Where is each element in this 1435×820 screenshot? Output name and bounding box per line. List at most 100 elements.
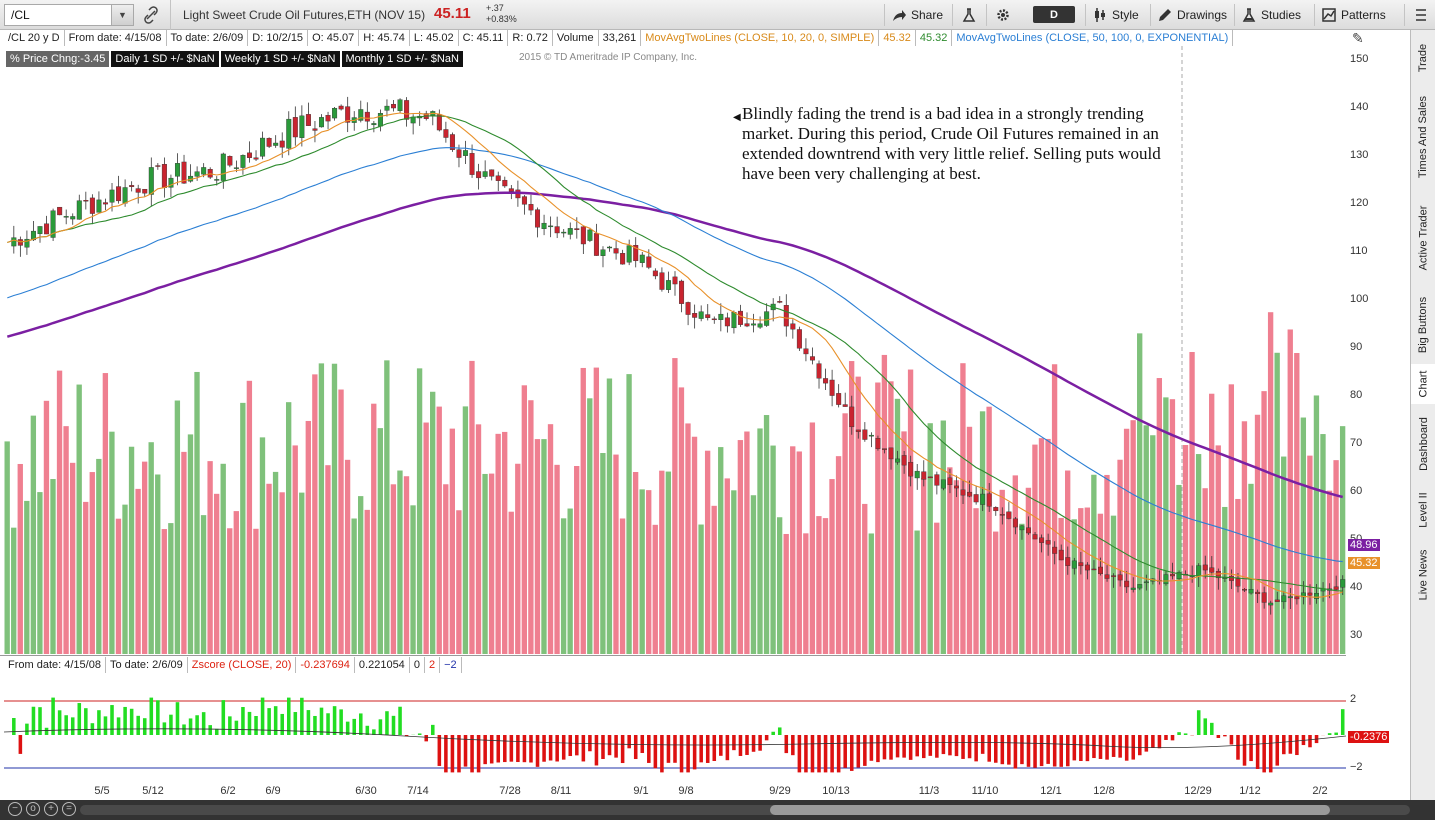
style-label: Style	[1112, 8, 1139, 22]
zscore-bar	[201, 712, 206, 735]
aggregation-label[interactable]: /CL 20 y D	[4, 30, 65, 46]
side-tab-big-buttons[interactable]: Big Buttons	[1411, 288, 1435, 362]
symbol-input[interactable]: /CL ▼	[4, 4, 134, 26]
volume-bar	[397, 470, 403, 654]
zscore-bar	[777, 727, 782, 735]
volume-bar	[927, 423, 933, 654]
zscore-bar	[110, 705, 114, 735]
price-axis[interactable]: ✎ 1501401301201101009080706050403048.964…	[1346, 30, 1408, 800]
zscore-bar	[319, 707, 324, 735]
side-tab-live-news[interactable]: Live News	[1411, 538, 1435, 612]
settings-button[interactable]	[986, 0, 1019, 30]
candle-body	[836, 393, 842, 405]
zscore-bar	[1242, 735, 1247, 766]
pane-divider[interactable]	[0, 655, 1346, 656]
zscore-bar	[483, 735, 487, 765]
price-chart[interactable]	[4, 46, 1346, 654]
volume-bar	[272, 471, 279, 654]
volume-bar	[1320, 434, 1326, 654]
volume-label[interactable]: Volume	[553, 30, 599, 46]
flask-button[interactable]	[952, 0, 985, 30]
volume-bar	[534, 439, 541, 654]
patterns-button[interactable]: Patterns	[1314, 0, 1392, 30]
time-scrollbar-track[interactable]	[80, 805, 1410, 815]
candle-body	[17, 239, 23, 246]
zoom-in-icon[interactable]: +	[44, 802, 58, 816]
range-value: R: 0.72	[508, 30, 553, 46]
side-tab-dashboard[interactable]: Dashboard	[1411, 406, 1435, 482]
time-axis[interactable]: 5/5 5/12 6/2 6/9 6/30 7/14 7/28 8/11 9/1 9/8 9/29 1…	[4, 785, 1344, 799]
volume-bar	[600, 453, 606, 654]
time-scrollbar-thumb[interactable]	[770, 805, 1330, 815]
from-date: From date: 4/15/08	[65, 30, 167, 46]
studies-label: Studies	[1261, 8, 1302, 22]
candle-body	[89, 197, 95, 214]
expand-button[interactable]	[1404, 0, 1435, 30]
style-button[interactable]: Style	[1085, 0, 1145, 30]
zscore-bar	[1026, 735, 1031, 767]
zscore-bar	[1295, 735, 1299, 756]
candle-body	[489, 169, 495, 177]
zscore-bar	[1340, 709, 1345, 735]
zoom-out-icon[interactable]: −	[8, 802, 22, 816]
zscore-bar	[863, 735, 867, 766]
candle-body	[973, 494, 979, 503]
candle-body	[1202, 564, 1208, 571]
symbol-value[interactable]: /CL	[11, 8, 30, 22]
volume-bar	[1248, 483, 1254, 654]
wrench-icon[interactable]: ✎	[1352, 30, 1364, 46]
volume-bar	[1281, 456, 1287, 654]
timeframe-selector[interactable]: D	[1033, 6, 1075, 23]
candle-body	[528, 204, 534, 211]
side-tab-active-trader[interactable]: Active Trader	[1411, 190, 1435, 286]
studies-button[interactable]: Studies	[1234, 0, 1307, 30]
drawings-button[interactable]: Drawings	[1150, 0, 1233, 30]
volume-bar	[672, 358, 678, 654]
candle-body	[1170, 574, 1176, 577]
candle-body	[1032, 534, 1038, 540]
candle-body	[305, 114, 311, 126]
share-button[interactable]: Share	[884, 0, 949, 30]
candle-body	[620, 253, 626, 265]
candle-body	[881, 448, 887, 450]
volume-bar	[966, 426, 973, 654]
side-tab-label: Chart	[1417, 370, 1430, 398]
candle-body	[476, 171, 482, 179]
ma1-study-label[interactable]: MovAvgTwoLines (CLOSE, 10, 20, 0, SIMPLE…	[641, 30, 880, 46]
date-tick: 7/14	[407, 785, 429, 797]
zscore-lower-value: −2	[440, 657, 462, 673]
candle-body	[587, 229, 593, 241]
zscore-study-label[interactable]: Zscore (CLOSE, 20)	[188, 657, 297, 673]
symbol-dropdown-icon[interactable]: ▼	[111, 5, 133, 25]
price-axis-tick: 70	[1350, 437, 1363, 450]
ma2-study-label[interactable]: MovAvgTwoLines (CLOSE, 50, 100, 0, EXPON…	[952, 30, 1234, 46]
link-icon[interactable]	[142, 0, 160, 30]
side-tab-trade[interactable]: Trade	[1411, 32, 1435, 84]
side-tab-level-ii[interactable]: Level II	[1411, 484, 1435, 536]
volume-bar	[868, 533, 874, 654]
candle-body	[1012, 518, 1018, 528]
volume-bar	[135, 488, 141, 654]
candle-body	[299, 115, 305, 138]
flask-icon	[962, 8, 976, 22]
price-axis-tick: 140	[1350, 100, 1369, 113]
candle-body	[463, 150, 469, 156]
volume-bar	[109, 431, 115, 654]
candle-body	[325, 115, 331, 122]
volume-bar	[1169, 399, 1176, 654]
zscore-bar	[1170, 735, 1175, 741]
side-tab-times-and-sales[interactable]: Times And Sales	[1411, 86, 1435, 188]
zoom-reset-icon[interactable]: o	[26, 802, 40, 816]
zscore-chart[interactable]	[4, 674, 1346, 782]
pencil-icon	[1159, 9, 1171, 21]
zscore-bar	[1020, 735, 1024, 765]
zscore-bar	[1066, 735, 1070, 767]
open-value: O: 45.07	[308, 30, 360, 46]
expand-icon	[1416, 9, 1426, 21]
zoom-fit-icon[interactable]: =	[62, 802, 76, 816]
side-tab-chart[interactable]: Chart	[1411, 364, 1435, 404]
candle-body	[436, 114, 442, 131]
volume-bar	[875, 382, 881, 654]
annotation-note[interactable]: ◀ Blindly fading the trend is a bad idea…	[733, 104, 1173, 184]
zscore-bar	[1157, 735, 1162, 749]
